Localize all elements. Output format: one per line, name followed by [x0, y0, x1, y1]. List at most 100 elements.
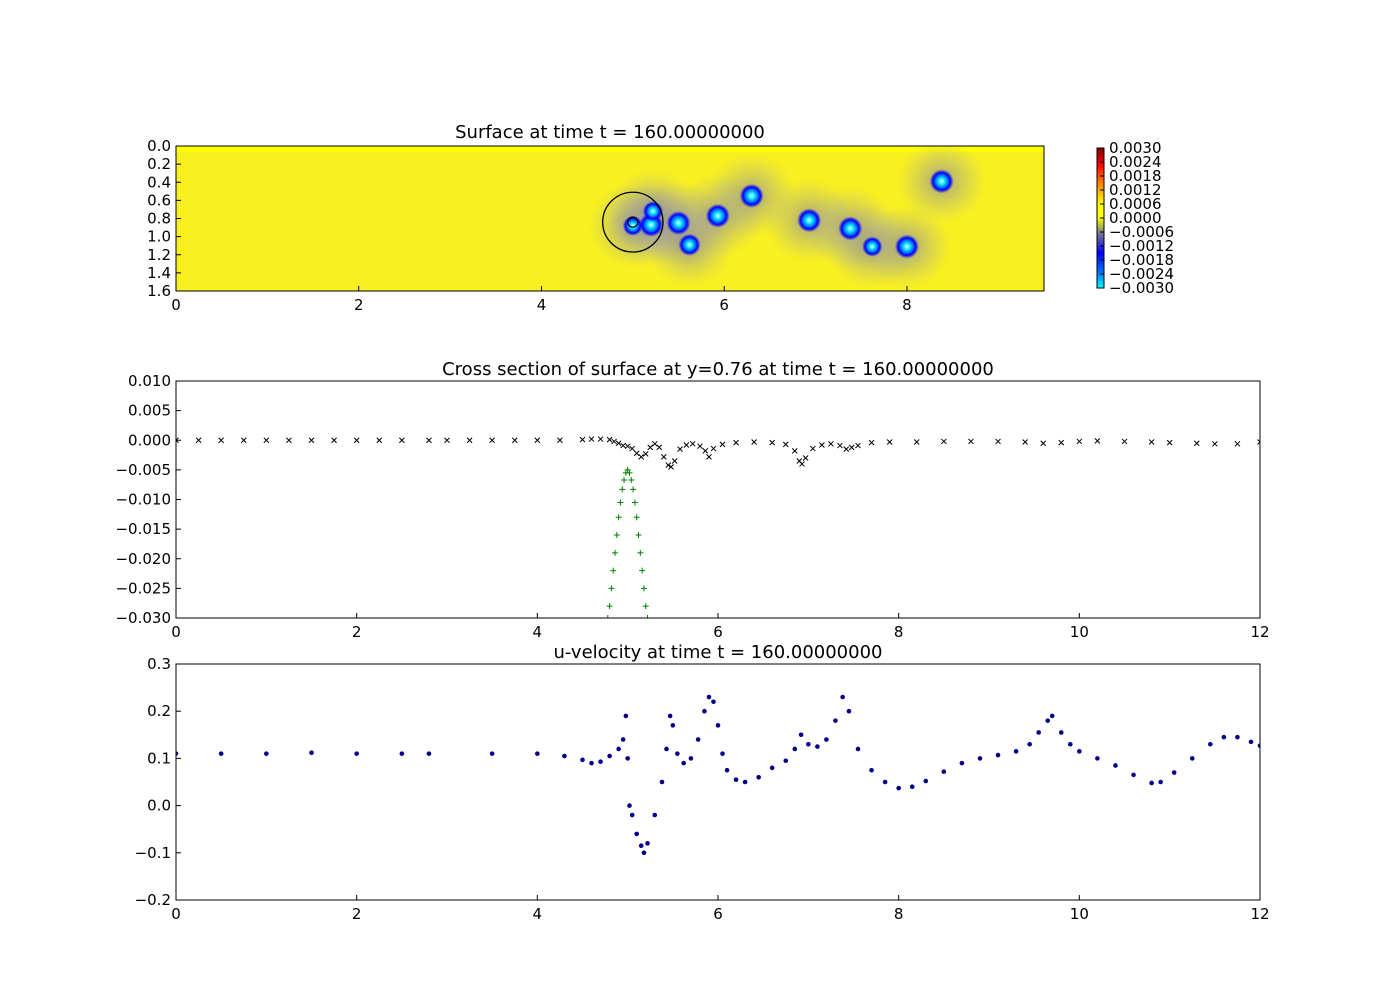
u-velocity-point [623, 713, 629, 719]
cross-section-x-marker [444, 437, 450, 444]
cross-section-marks [176, 436, 1260, 618]
cross-section-plus-marker [608, 585, 615, 592]
cross-section-x-marker [308, 437, 315, 444]
u-velocity-point [607, 753, 612, 759]
cross-section-x-marker [799, 461, 805, 467]
u-velocity-point [1068, 741, 1073, 747]
u-velocity-point [218, 751, 224, 756]
u-velocity-point [806, 741, 811, 747]
u-velocity-point [616, 746, 621, 752]
u-velocity-point [1149, 780, 1154, 786]
cross-section-x-marker [668, 464, 674, 470]
colorbar-tick-label: −0.0012 [1109, 237, 1174, 255]
cross-section-x-marker [1234, 440, 1241, 447]
cross-section-x-marker [702, 448, 709, 454]
cross-section-x-marker [1040, 440, 1047, 447]
cross-section-x-marker [331, 437, 337, 444]
depression-spot [705, 203, 730, 228]
cross-section-x-marker [633, 450, 640, 457]
cross-section-x-marker [886, 439, 893, 445]
u-velocity-point [634, 831, 639, 837]
u-velocity-ytick-label: 0.3 [147, 655, 171, 673]
surface-ytick-label: 0.0 [147, 137, 171, 155]
u-velocity-point [1189, 756, 1195, 761]
cross-section-x-marker [240, 437, 247, 444]
cross-section-x-marker [819, 442, 825, 448]
cross-section-x-marker [638, 453, 645, 460]
overlay-circle [602, 191, 664, 253]
cross-section-axes-frame [175, 380, 1261, 619]
u-velocity-point [1058, 730, 1064, 735]
cross-section-plus-marker [612, 549, 619, 556]
surface-xtick-label: 4 [537, 296, 547, 314]
u-velocity-point [896, 785, 901, 791]
cross-section-x-marker [557, 437, 563, 444]
u-velocity-ytick-label: −0.2 [135, 891, 171, 909]
u-velocity-point [846, 708, 852, 714]
cross-section-x-marker [802, 455, 809, 461]
u-velocity-point [176, 751, 179, 756]
cross-section-x-marker [1193, 440, 1200, 447]
cross-section-ytick-label: −0.030 [115, 609, 171, 627]
u-velocity-point [664, 746, 669, 752]
u-velocity-point [589, 760, 594, 766]
cross-section-x-marker [1257, 439, 1260, 445]
u-velocity-point [652, 812, 658, 818]
cross-section-x-marker [665, 462, 672, 468]
cross-section-x-marker [588, 436, 595, 442]
cross-section-x-marker [660, 453, 667, 460]
colorbar: 0.00300.00240.00180.00120.00060.0000−0.0… [1096, 139, 1174, 297]
u-velocity-point [627, 803, 632, 808]
cross-section-x-marker [751, 439, 757, 445]
u-velocity-point [675, 751, 680, 756]
cross-section-x-marker [809, 445, 816, 452]
cross-section-x-marker [1076, 438, 1083, 445]
cross-section-x-marker [656, 444, 663, 451]
u-velocity-point [629, 812, 635, 818]
cross-section-x-marker [597, 436, 604, 442]
cross-section-plus-marker [604, 615, 611, 618]
cross-section-ytick-label: 0.010 [128, 372, 171, 390]
u-velocity-point [1208, 741, 1213, 747]
u-velocity-point [309, 750, 314, 756]
cross-section-x-marker [671, 458, 678, 464]
colorbar-tick-label: 0.0000 [1109, 209, 1162, 227]
u-velocity-point [995, 752, 1001, 758]
cross-section-plus-marker [639, 567, 646, 574]
u-velocity-xtick-label: 12 [1250, 905, 1269, 923]
cross-section-x-marker [629, 445, 636, 452]
surface-heatmap [176, 146, 1044, 291]
cross-section-x-marker [647, 444, 654, 451]
u-velocity-ytick-label: 0.1 [147, 749, 171, 767]
u-velocity-point [580, 757, 585, 763]
depression-spot [862, 236, 883, 257]
u-velocity-point [833, 718, 838, 723]
surface-ytick-label: 1.6 [147, 282, 171, 300]
surface-xtick-label: 2 [354, 296, 364, 314]
u-velocity-point [659, 779, 665, 785]
u-velocity-point [909, 784, 915, 790]
u-velocity-point [706, 694, 712, 700]
cross-section-plus-marker [628, 476, 635, 483]
cross-section-x-marker [719, 441, 726, 448]
u-velocity-axes-frame [175, 663, 1261, 901]
cross-section-x-marker [426, 437, 432, 444]
colorbar-tick-label: −0.0024 [1109, 265, 1174, 283]
cross-section-x-marker [995, 438, 1001, 445]
cross-section-xtick-label: 6 [713, 623, 723, 641]
surface-ytick-label: 1.2 [147, 246, 171, 264]
cross-section-plus-marker [630, 486, 637, 493]
cross-section-plus-marker [640, 585, 647, 592]
depression-spot [894, 234, 919, 259]
u-velocity-xtick-label: 4 [533, 905, 543, 923]
cross-section-ytick-label: −0.010 [115, 491, 171, 509]
u-velocity-point [941, 769, 947, 774]
colorbar-tick-label: 0.0012 [1109, 181, 1162, 199]
cross-section-x-marker [606, 436, 613, 443]
cross-section-x-marker [579, 436, 586, 443]
u-velocity-point [1077, 749, 1082, 754]
cross-section-x-marker [620, 442, 627, 449]
u-velocity-point [354, 751, 359, 756]
u-velocity-point [641, 850, 647, 856]
colorbar-tick-label: −0.0006 [1109, 223, 1174, 241]
